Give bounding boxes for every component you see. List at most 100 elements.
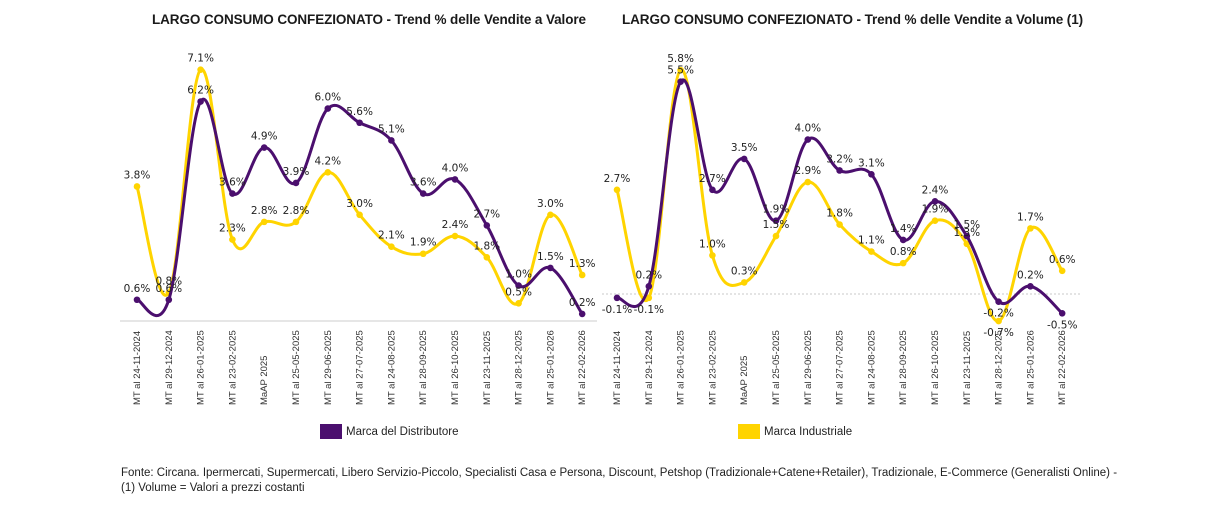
data-label: 3.9% [283,166,310,178]
data-label: 1.9% [410,237,437,249]
data-point [804,136,812,143]
legend-label: Marca Industriale [764,425,853,438]
data-label: 3.6% [219,177,246,189]
data-point [740,155,748,163]
x-tick-label: MT al 22-02-2026 [1057,330,1068,405]
data-label: 2.8% [251,205,278,217]
data-label: 7.1% [187,53,214,65]
data-point [613,294,621,302]
data-point [963,232,971,240]
data-label: 5.8% [667,53,694,65]
data-point [197,66,204,73]
data-label: 5.6% [346,106,373,118]
x-tick-label: MT al 24-11-2024 [612,331,623,405]
data-point [419,250,427,258]
legend-item-marca-industriale: Marca Industriale [738,424,852,439]
data-label: 0.2% [1017,269,1044,281]
data-label: 1.0% [505,269,532,281]
data-point [388,243,395,250]
data-point [260,218,268,226]
x-tick-label: MT al 29-12-2024 [644,330,655,405]
footnote-source: Fonte: Circana. Ipermercati, Supermercat… [121,467,1118,479]
data-label: 3.1% [858,157,885,169]
data-point [709,252,716,259]
data-label: 5.1% [378,123,405,135]
data-label: 1.4% [890,223,917,235]
data-label: 0.8% [890,246,917,258]
data-label: 1.5% [763,219,790,231]
x-tick-label: MT al 29-06-2025 [803,330,814,405]
chart-volume: MT al 24-11-2024 MT al 29-12-2024 MT al 26… [602,53,1080,405]
data-point [260,144,268,151]
data-point [995,298,1002,306]
x-tick-label: MT al 29-06-2025 [323,330,334,405]
data-point [1027,225,1034,232]
data-label: 4.0% [794,123,821,135]
x-tick-label: MT al 26-01-2025 [676,330,687,405]
data-label: 0.2% [569,297,596,309]
data-point [899,259,907,267]
data-label: -0.7% [983,327,1013,339]
data-label: 0.6% [155,283,182,295]
data-point [613,186,621,194]
x-tick-label: MT al 25-05-2025 [291,330,302,405]
data-label: 1.7% [1017,211,1044,223]
x-tick-label: MT al 27-07-2025 [835,330,846,405]
x-tick-label: MT al 23-11-2025 [962,331,973,405]
series-line-marca-distributore [135,97,584,317]
x-tick-label: MaAP 2025 [739,356,750,405]
data-label: 2.3% [219,223,246,235]
x-tick-label: MT al 28-12-2025 [994,330,1005,405]
data-point [356,119,363,127]
data-point [165,296,173,304]
data-label: 2.4% [442,219,469,231]
data-point [1027,282,1034,290]
x-tick-label: MT al 26-10-2025 [450,330,461,405]
series-line-marca-industriale [615,68,1064,323]
data-label: 6.2% [187,85,214,97]
data-label: 1.3% [569,258,596,270]
data-label: 1.9% [763,204,790,216]
data-label: 1.1% [858,235,885,247]
x-tick-label: MT al 23-02-2025 [707,330,718,405]
data-label: 3.2% [826,153,853,165]
data-point [515,282,522,289]
data-label: 1.0% [699,238,726,250]
data-point [772,232,780,240]
data-label: 4.9% [251,131,278,143]
data-point [868,171,875,178]
data-point [451,232,459,240]
data-point [515,300,522,307]
data-label: 2.8% [283,205,310,217]
data-point [133,183,141,190]
data-point [836,221,843,228]
x-tick-label: MT al 25-05-2025 [771,330,782,405]
data-label: 1.8% [826,208,853,220]
x-tick-label: MT al 24-11-2024 [132,331,143,405]
legend-label: Marca del Distributore [346,425,459,438]
data-label: -0.1% [634,304,664,316]
data-point [836,167,843,174]
data-label: 2.1% [378,230,405,242]
data-point [899,236,907,244]
data-label: 6.0% [314,92,341,104]
data-label: 2.7% [604,173,631,185]
x-tick-label: MT al 27-07-2025 [355,330,366,405]
series-line-marca-distributore [615,78,1064,315]
data-label: 1.5% [537,251,564,263]
data-point [868,248,875,255]
chart-title-volume: LARGO CONSUMO CONFEZIONATO - Trend % del… [622,12,1083,27]
x-tick-label: MT al 28-09-2025 [418,330,429,405]
data-label: 0.5% [505,286,532,298]
x-tick-label: MT al 23-11-2025 [482,331,493,405]
data-point [197,98,204,105]
data-point [931,198,939,205]
data-label: -0.5% [1047,319,1077,331]
data-point [547,264,554,272]
data-point [931,217,939,224]
data-point [578,310,586,318]
legend-swatch-yellow [738,424,760,439]
data-point [388,137,395,144]
data-point [1058,267,1066,275]
x-tick-label: MT al 28-12-2025 [514,330,525,405]
